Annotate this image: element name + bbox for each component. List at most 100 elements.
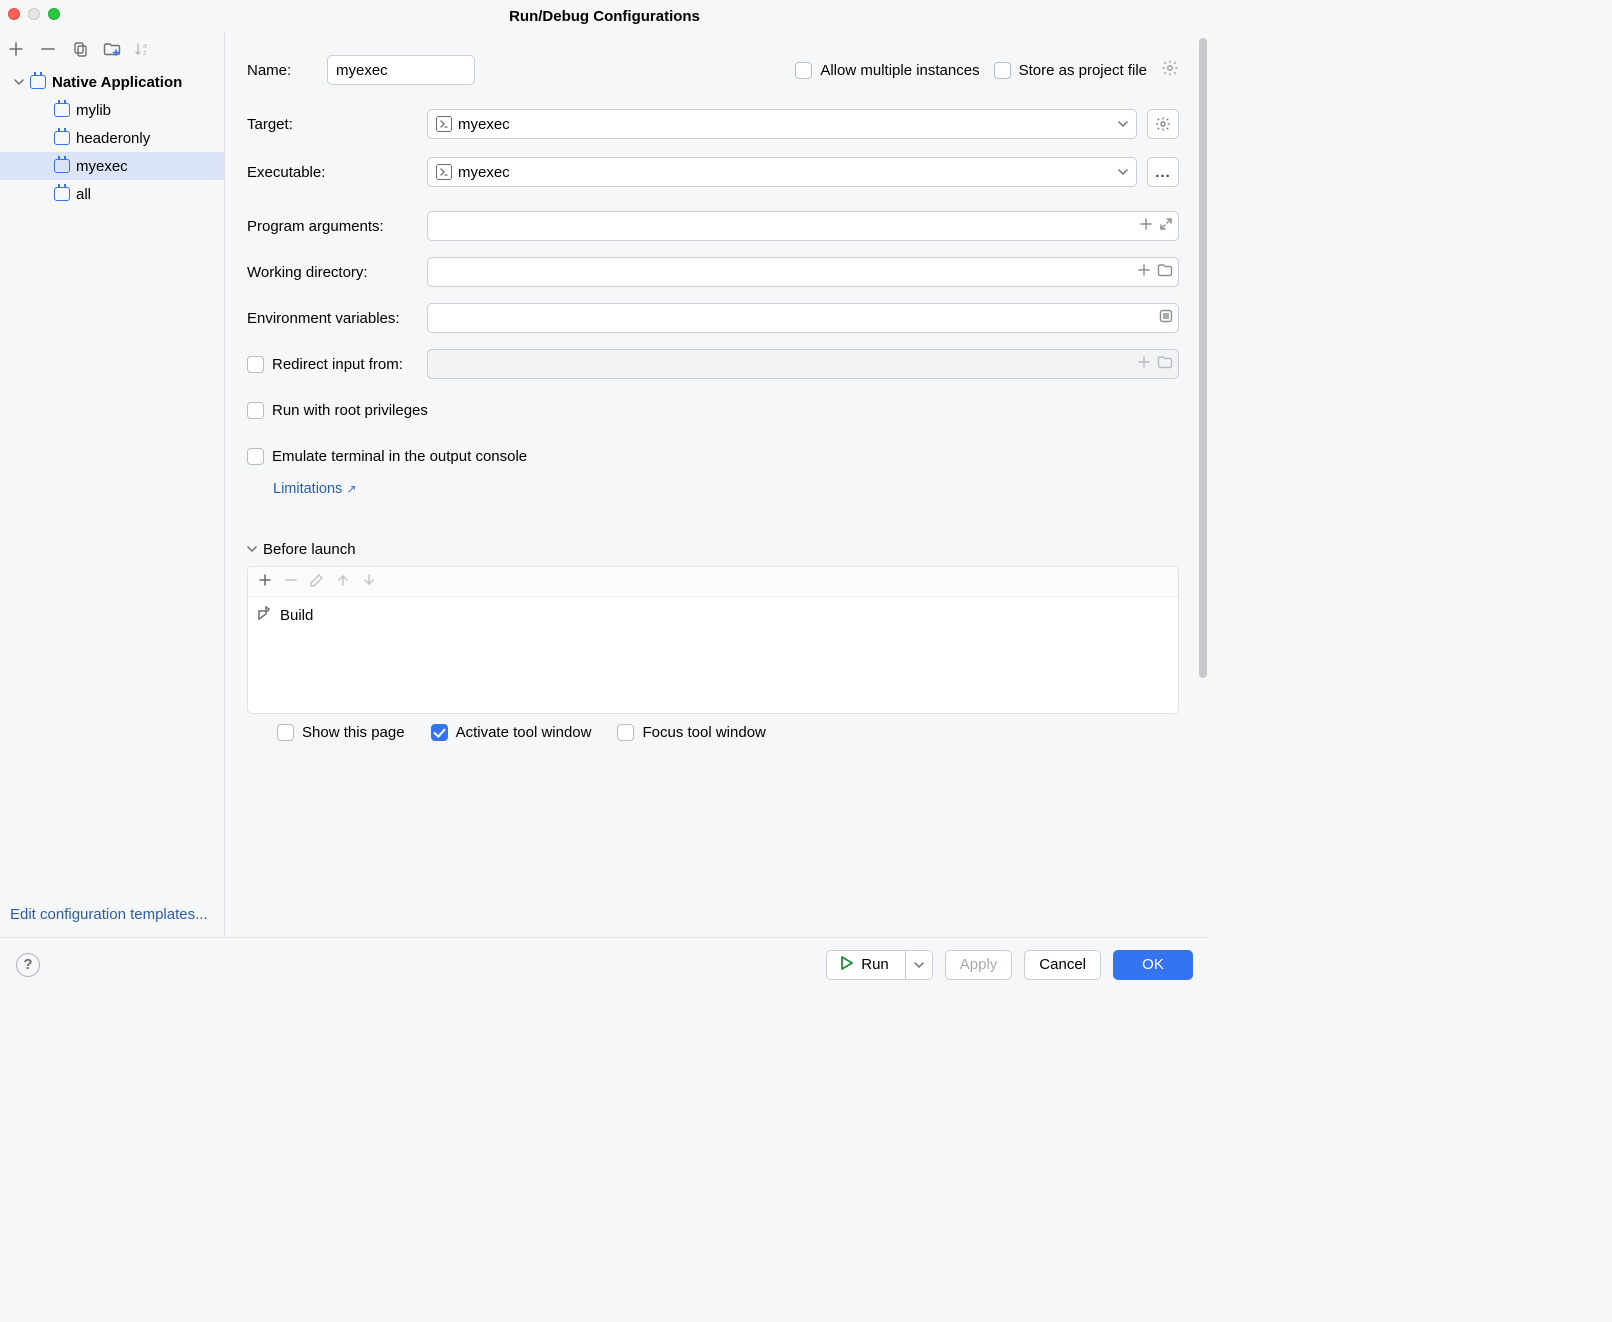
limitations-row: Limitations ↗ [247, 480, 1179, 497]
folder-browse-icon [1157, 355, 1173, 373]
cancel-button-label: Cancel [1039, 956, 1086, 973]
move-down-icon[interactable] [362, 573, 376, 591]
chevron-down-icon [247, 541, 257, 558]
target-value: myexec [458, 116, 510, 133]
remove-config-icon[interactable] [38, 39, 58, 59]
edit-templates-link[interactable]: Edit configuration templates... [10, 906, 208, 923]
copy-config-icon[interactable] [70, 39, 90, 59]
gear-icon[interactable] [1161, 59, 1179, 81]
remove-task-icon[interactable] [284, 573, 298, 591]
show-this-page-label: Show this page [302, 724, 405, 741]
window-title: Run/Debug Configurations [509, 8, 700, 25]
limitations-link-text: Limitations [273, 481, 342, 497]
tree-node-myexec[interactable]: myexec [0, 152, 224, 180]
before-launch-panel: Build [247, 566, 1179, 714]
tree-node-label: mylib [74, 102, 111, 119]
before-launch-item-label: Build [280, 607, 313, 624]
apply-button[interactable]: Apply [945, 950, 1013, 980]
emulate-terminal-checkbox[interactable]: Emulate terminal in the output console [247, 448, 527, 465]
add-config-icon[interactable] [6, 39, 26, 59]
before-launch-header[interactable]: Before launch [247, 541, 1179, 558]
name-input[interactable] [327, 55, 475, 85]
before-launch-item-build[interactable]: Build [256, 603, 1170, 627]
focus-tool-window-label: Focus tool window [642, 724, 765, 741]
native-app-icon [54, 103, 70, 117]
main-content: Name: Allow multiple instances Store as … [225, 32, 1197, 937]
native-app-icon [54, 131, 70, 145]
env-vars-input[interactable] [427, 303, 1179, 333]
tree-node-all[interactable]: all [0, 180, 224, 208]
scrollbar-thumb[interactable] [1199, 38, 1207, 678]
focus-tool-window-check[interactable] [617, 724, 634, 741]
tree-node-label: myexec [74, 158, 128, 175]
allow-multiple-check[interactable] [795, 62, 812, 79]
list-edit-icon[interactable] [1159, 309, 1173, 327]
tree-node-label: Native Application [50, 74, 182, 91]
redirect-input-checkbox[interactable]: Redirect input from: [247, 356, 417, 373]
env-vars-label: Environment variables: [247, 310, 417, 327]
focus-tool-window-checkbox[interactable]: Focus tool window [617, 724, 765, 741]
titlebar: Run/Debug Configurations [0, 0, 1209, 32]
add-task-icon[interactable] [258, 573, 272, 591]
executable-value: myexec [458, 164, 510, 181]
ok-button[interactable]: OK [1113, 950, 1193, 980]
play-icon [841, 956, 853, 974]
config-form: Name: Allow multiple instances Store as … [247, 50, 1179, 741]
store-as-project-label: Store as project file [1019, 62, 1147, 79]
external-link-icon: ↗ [346, 482, 356, 496]
show-this-page-checkbox[interactable]: Show this page [277, 724, 405, 741]
before-launch-section: Before launch [247, 541, 1179, 741]
working-dir-input[interactable] [427, 257, 1179, 287]
zoom-window-icon[interactable] [48, 8, 60, 20]
store-as-project-checkbox[interactable]: Store as project file [994, 62, 1147, 79]
show-this-page-check[interactable] [277, 724, 294, 741]
store-as-project-check[interactable] [994, 62, 1011, 79]
limitations-link[interactable]: Limitations ↗ [273, 481, 356, 497]
vertical-scrollbar[interactable] [1197, 32, 1209, 937]
tree-node-native-application[interactable]: Native Application [0, 68, 224, 96]
folder-browse-icon[interactable] [1157, 263, 1173, 281]
run-button-label: Run [861, 956, 889, 973]
sort-alpha-icon[interactable]: a z [134, 39, 154, 59]
sidebar-toolbar: a z [0, 34, 224, 64]
native-app-icon [30, 75, 46, 89]
insert-macro-icon[interactable] [1137, 263, 1151, 281]
sidebar-footer: Edit configuration templates... [0, 896, 224, 937]
allow-multiple-checkbox[interactable]: Allow multiple instances [795, 62, 979, 79]
target-combo[interactable]: myexec [427, 109, 1137, 139]
folder-add-icon[interactable] [102, 39, 122, 59]
redirect-input-check[interactable] [247, 356, 264, 373]
run-root-check[interactable] [247, 402, 264, 419]
run-button[interactable]: Run [826, 950, 905, 980]
tree-node-headeronly[interactable]: headeronly [0, 124, 224, 152]
minimize-window-icon [28, 8, 40, 20]
cancel-button[interactable]: Cancel [1024, 950, 1101, 980]
before-launch-list: Build [248, 597, 1178, 713]
target-settings-button[interactable] [1147, 109, 1179, 139]
ok-button-label: OK [1142, 956, 1164, 973]
move-up-icon[interactable] [336, 573, 350, 591]
native-app-icon [54, 159, 70, 173]
insert-macro-icon[interactable] [1139, 217, 1153, 235]
activate-tool-window-label: Activate tool window [456, 724, 592, 741]
program-args-input[interactable] [427, 211, 1179, 241]
edit-task-icon[interactable] [310, 573, 324, 591]
expand-icon[interactable] [1159, 217, 1173, 235]
activate-tool-window-checkbox[interactable]: Activate tool window [431, 724, 592, 741]
config-tree: Native Application mylib headeronly myex… [0, 64, 224, 208]
run-root-checkbox[interactable]: Run with root privileges [247, 402, 428, 419]
executable-combo[interactable]: myexec [427, 157, 1137, 187]
close-window-icon[interactable] [8, 8, 20, 20]
allow-multiple-label: Allow multiple instances [820, 62, 979, 79]
main-panel: Name: Allow multiple instances Store as … [225, 32, 1209, 937]
native-app-icon [54, 187, 70, 201]
bottom-checkbox-row: Show this page Activate tool window Focu… [247, 724, 1179, 741]
activate-tool-window-check[interactable] [431, 724, 448, 741]
run-dropdown-button[interactable] [905, 950, 933, 980]
emulate-terminal-check[interactable] [247, 448, 264, 465]
executable-icon [436, 164, 452, 180]
tree-node-mylib[interactable]: mylib [0, 96, 224, 124]
target-label: Target: [247, 116, 417, 133]
executable-browse-button[interactable]: ... [1147, 157, 1179, 187]
help-icon[interactable]: ? [16, 953, 40, 977]
